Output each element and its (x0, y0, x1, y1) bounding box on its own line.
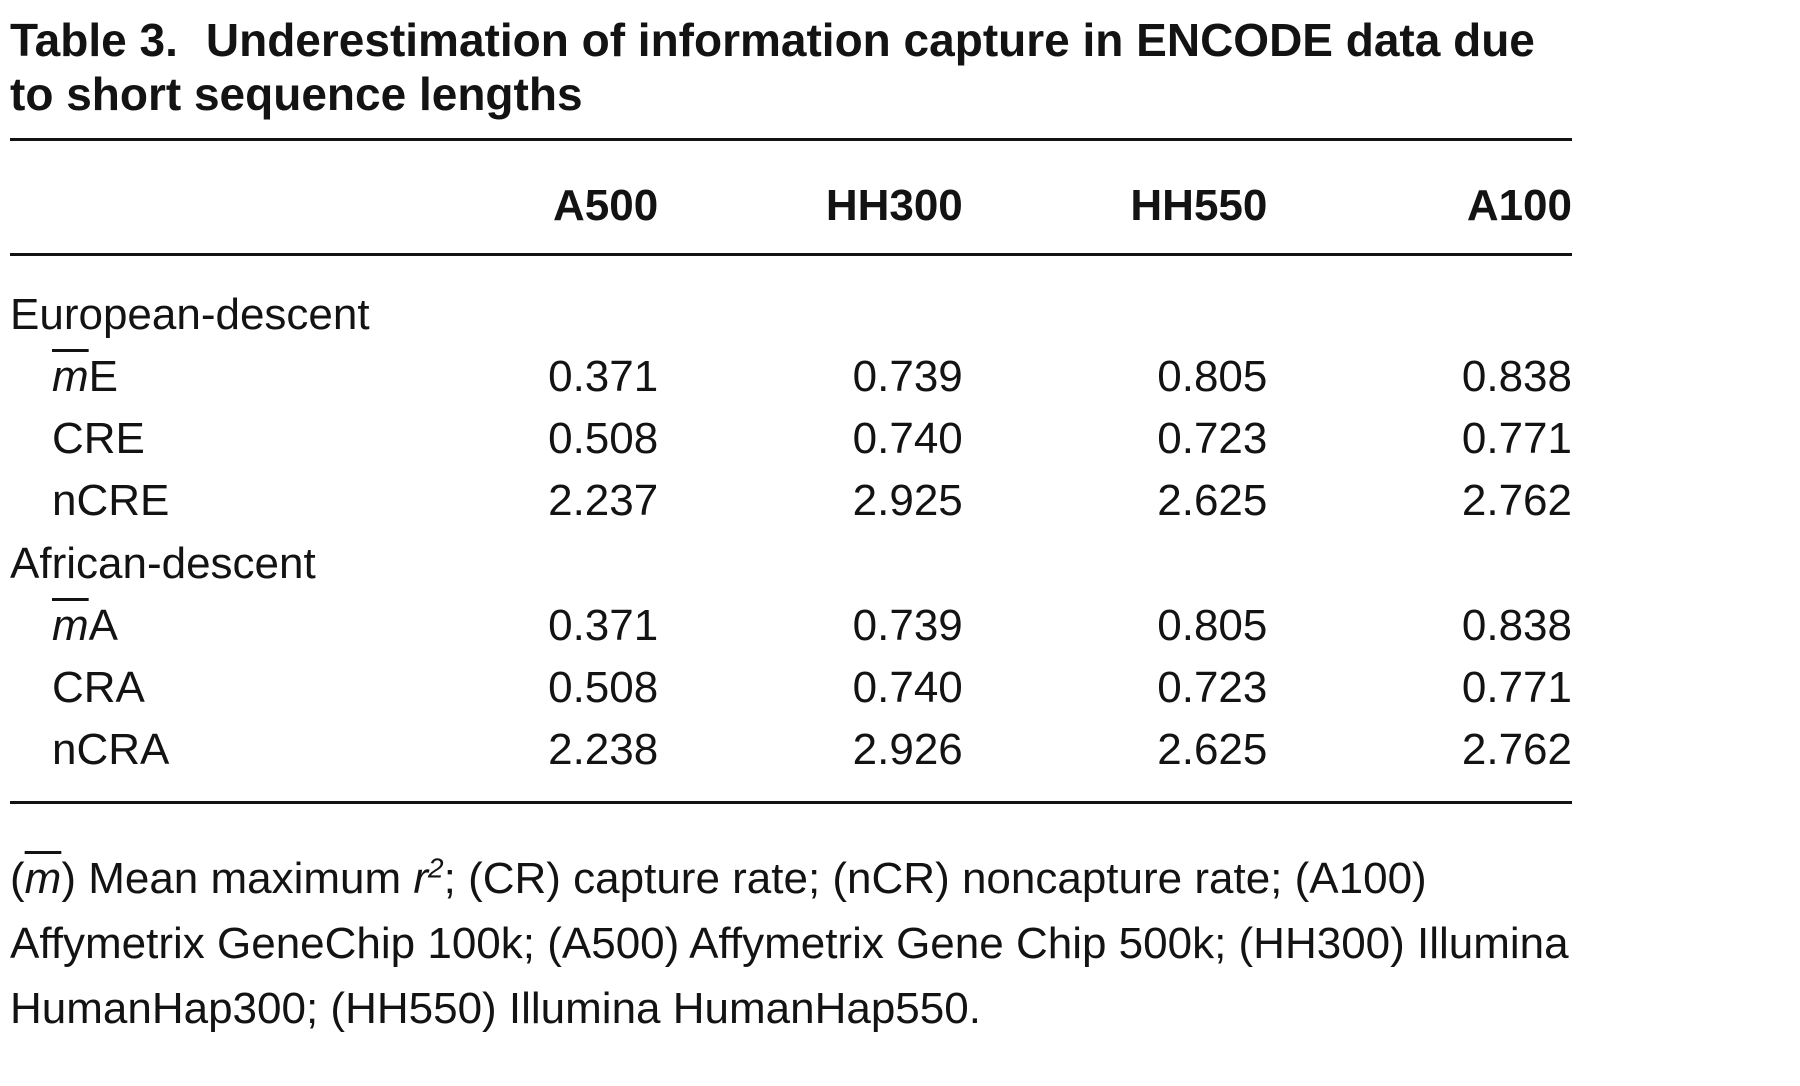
row-label-suffix: nCRE (52, 475, 170, 525)
table-row-me: mE 0.371 0.739 0.805 0.838 (10, 346, 1572, 408)
cell-value: 0.723 (1157, 413, 1268, 463)
row-label: CRA (10, 657, 354, 719)
group-label: African-descent (10, 538, 316, 588)
cell-value: 2.625 (962, 718, 1268, 804)
table-footnote: (m) Mean maximum r2; (CR) capture rate; … (10, 846, 1572, 1041)
m-overbar-symbol: m (24, 853, 62, 903)
table-row-cre: CRE 0.508 0.740 0.723 0.771 (10, 408, 1572, 470)
table-label: Table 3. (10, 14, 178, 66)
m-overbar-symbol: m (52, 600, 89, 650)
table-row-ncre: nCRE 2.237 2.925 2.625 2.762 (10, 470, 1572, 532)
cell-value: 2.237 (548, 475, 659, 525)
table-row-cra: CRA 0.508 0.740 0.723 0.771 (10, 657, 1572, 719)
cell-value: 0.805 (1157, 351, 1268, 401)
cell-value: 0.740 (852, 413, 963, 463)
column-header-hh550: HH550 (962, 140, 1268, 256)
cell-value: 0.838 (1461, 600, 1572, 650)
column-header-a100: A100 (1267, 140, 1572, 256)
column-header-hh300: HH300 (658, 140, 963, 256)
data-table: A500 HH300 HH550 A100 European-descent m… (10, 140, 1572, 804)
cell-value: 0.739 (852, 351, 963, 401)
cell-value: 0.371 (548, 351, 659, 401)
header-row: A500 HH300 HH550 A100 (10, 140, 1572, 256)
cell-value: 2.238 (353, 718, 659, 804)
cell-value: 2.762 (1267, 718, 1572, 804)
row-label: nCRA (10, 718, 354, 804)
row-label-suffix: A (88, 600, 119, 650)
cell-value: 0.508 (548, 413, 659, 463)
table-title: Underestimation of information capture i… (10, 14, 1535, 120)
cell-value: 0.739 (852, 600, 963, 650)
r-superscript: 2 (428, 851, 444, 883)
table-container: Table 3. Underestimation of information c… (10, 14, 1572, 1041)
row-label: nCRE (10, 470, 354, 532)
row-label: mA (10, 595, 354, 657)
group-row-african: African-descent (10, 532, 1572, 595)
table-row-ma: mA 0.371 0.739 0.805 0.838 (10, 595, 1572, 657)
footnote-after-m: ) Mean maximum (61, 853, 414, 903)
table-row-ncra: nCRA 2.238 2.926 2.625 2.762 (10, 718, 1572, 804)
row-label-suffix: E (88, 351, 119, 401)
cell-value: 0.740 (852, 662, 963, 712)
cell-value: 0.838 (1461, 351, 1572, 401)
row-label: mE (10, 346, 354, 408)
cell-value: 0.371 (548, 600, 659, 650)
column-header-a500: A500 (353, 140, 659, 256)
cell-value: 2.762 (1461, 475, 1572, 525)
cell-value: 2.925 (852, 475, 963, 525)
row-label-suffix: CRE (52, 413, 145, 463)
row-label-suffix: nCRA (52, 724, 170, 774)
footnote-rest: ; (CR) capture rate; (nCR) noncapture ra… (10, 853, 1569, 1033)
cell-value: 0.508 (548, 662, 659, 712)
cell-value: 2.926 (658, 718, 963, 804)
group-label: European-descent (10, 289, 370, 339)
r-symbol: r (413, 853, 429, 903)
cell-value: 2.625 (1157, 475, 1268, 525)
cell-value: 0.723 (1157, 662, 1268, 712)
row-label: CRE (10, 408, 354, 470)
cell-value: 0.771 (1461, 413, 1572, 463)
cell-value: 0.805 (1157, 600, 1268, 650)
row-label-suffix: CRA (52, 662, 145, 712)
table-caption: Table 3. Underestimation of information c… (10, 14, 1572, 141)
cell-value: 0.771 (1461, 662, 1572, 712)
footnote-open-paren: ( (10, 853, 25, 903)
m-overbar-symbol: m (52, 351, 89, 401)
group-row-european: European-descent (10, 254, 1572, 346)
header-empty (10, 140, 354, 256)
